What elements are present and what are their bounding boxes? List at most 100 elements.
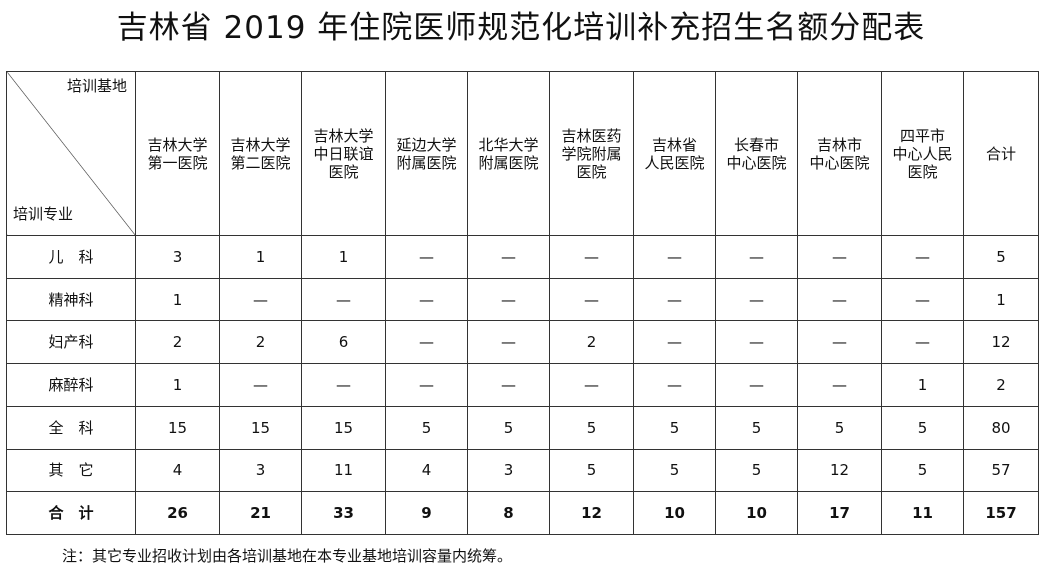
table-cell: — xyxy=(467,320,550,365)
corner-label-specialty: 培训专业 xyxy=(13,205,74,224)
row-label: 合 计 xyxy=(6,491,136,535)
table-cell: 5 xyxy=(881,405,964,450)
table-cell: — xyxy=(467,235,550,279)
table-cell: — xyxy=(881,277,964,322)
table-cell: — xyxy=(219,277,302,322)
table-cell: 26 xyxy=(135,491,220,535)
table-cell: — xyxy=(715,235,798,279)
table-cell: 57 xyxy=(963,448,1039,493)
table-cell: 5 xyxy=(881,448,964,493)
table-cell: — xyxy=(715,277,798,322)
table-cell: — xyxy=(301,363,386,407)
table-cell: 4 xyxy=(385,448,468,493)
table-cell: — xyxy=(219,363,302,407)
table-cell: 4 xyxy=(135,448,220,493)
table-cell: — xyxy=(549,363,634,407)
table-cell: 8 xyxy=(467,491,550,535)
table-cell: 5 xyxy=(633,448,716,493)
table-cell: 12 xyxy=(963,320,1039,365)
table-cell: — xyxy=(549,235,634,279)
column-header: 吉林省 人民医院 xyxy=(633,70,716,237)
table-row: 妇产科 2 2 6— —2— — — —12 xyxy=(6,320,1039,365)
table-cell: 6 xyxy=(301,320,386,365)
table-cell: — xyxy=(301,277,386,322)
table-cell: — xyxy=(385,277,468,322)
table-cell: 1 xyxy=(301,235,386,279)
table-cell: 3 xyxy=(135,235,220,279)
table-cell: 5 xyxy=(633,405,716,450)
table-cell: — xyxy=(881,320,964,365)
table-cell: — xyxy=(715,363,798,407)
table-cell: — xyxy=(633,320,716,365)
table-cell: 2 xyxy=(219,320,302,365)
column-header: 延边大学 附属医院 xyxy=(385,70,468,237)
table-cell: 33 xyxy=(301,491,386,535)
table-cell: 1 xyxy=(881,363,964,407)
table-cell: — xyxy=(467,363,550,407)
table-cell: — xyxy=(549,277,634,322)
table-cell: 15 xyxy=(219,405,302,450)
table-cell: 21 xyxy=(219,491,302,535)
table-cell: 1 xyxy=(135,363,220,407)
column-header: 四平市 中心人民 医院 xyxy=(881,70,964,237)
row-label: 精神科 xyxy=(6,277,136,322)
row-label: 其 它 xyxy=(6,448,136,493)
page-title: 吉林省 2019 年住院医师规范化培训补充招生名额分配表 xyxy=(116,10,926,46)
table-cell: 5 xyxy=(467,405,550,450)
column-header: 长春市 中心医院 xyxy=(715,70,798,237)
table-cell: — xyxy=(715,320,798,365)
column-header: 北华大学 附属医院 xyxy=(467,70,550,237)
column-header: 吉林医药 学院附属 医院 xyxy=(549,70,634,237)
table-total-row: 合 计 26 21 33 9 8 12 10 10 17 11 157 xyxy=(6,491,1039,535)
table-cell: 15 xyxy=(301,405,386,450)
table-cell: — xyxy=(385,363,468,407)
table-cell: — xyxy=(797,363,882,407)
table-row: 儿 科 3 1 1— — — — — — —5 xyxy=(6,235,1039,279)
footnote: 注：其它专业招收计划由各培训基地在本专业基地培训容量内统筹。 xyxy=(62,547,513,565)
table-cell: — xyxy=(881,235,964,279)
table-row: 其 它 4 3 11 4 3 5 5 5 12 5 57 xyxy=(6,448,1039,493)
row-label: 儿 科 xyxy=(6,235,136,279)
table-cell: — xyxy=(633,363,716,407)
column-header-total: 合计 xyxy=(963,70,1039,237)
table-cell: — xyxy=(797,320,882,365)
table-cell: 5 xyxy=(963,235,1039,279)
table-cell: 3 xyxy=(219,448,302,493)
row-label: 妇产科 xyxy=(6,320,136,365)
table-cell: 15 xyxy=(135,405,220,450)
table-cell: 5 xyxy=(549,448,634,493)
table-cell: 1 xyxy=(135,277,220,322)
table-cell: 2 xyxy=(549,320,634,365)
table-cell: 5 xyxy=(385,405,468,450)
table-cell: 12 xyxy=(797,448,882,493)
table-cell: 10 xyxy=(715,491,798,535)
table-cell: 80 xyxy=(963,405,1039,450)
table-cell: 3 xyxy=(467,448,550,493)
table-cell: 11 xyxy=(301,448,386,493)
table-cell: — xyxy=(467,277,550,322)
table-cell: — xyxy=(797,277,882,322)
column-header: 吉林大学 第二医院 xyxy=(219,70,302,237)
table-header-row: 培训基地 培训专业 吉林大学 第一医院 吉林大学 第二医院 吉林大学 中日联谊 … xyxy=(6,70,1039,237)
table-cell: — xyxy=(385,320,468,365)
table-cell: 157 xyxy=(963,491,1039,535)
column-header: 吉林市 中心医院 xyxy=(797,70,882,237)
table-cell: 1 xyxy=(963,277,1039,322)
table-cell: 9 xyxy=(385,491,468,535)
table-cell: 5 xyxy=(797,405,882,450)
corner-label-base: 培训基地 xyxy=(66,77,127,95)
table-cell: 2 xyxy=(135,320,220,365)
table-cell: 5 xyxy=(715,448,798,493)
table-row: 全 科 15 15 15 5 5 5 5 5 5 5 80 xyxy=(6,405,1039,450)
table-cell: 2 xyxy=(963,363,1039,407)
table-cell: 12 xyxy=(549,491,634,535)
table-cell: — xyxy=(797,235,882,279)
table-cell: 1 xyxy=(219,235,302,279)
column-header: 吉林大学 中日联谊 医院 xyxy=(301,70,386,237)
table-cell: 11 xyxy=(881,491,964,535)
table-row: 精神科 1— — — — — — — — —1 xyxy=(6,277,1039,322)
table-cell: 5 xyxy=(715,405,798,450)
table-cell: 5 xyxy=(549,405,634,450)
table-cell: — xyxy=(633,277,716,322)
table-cell: — xyxy=(385,235,468,279)
